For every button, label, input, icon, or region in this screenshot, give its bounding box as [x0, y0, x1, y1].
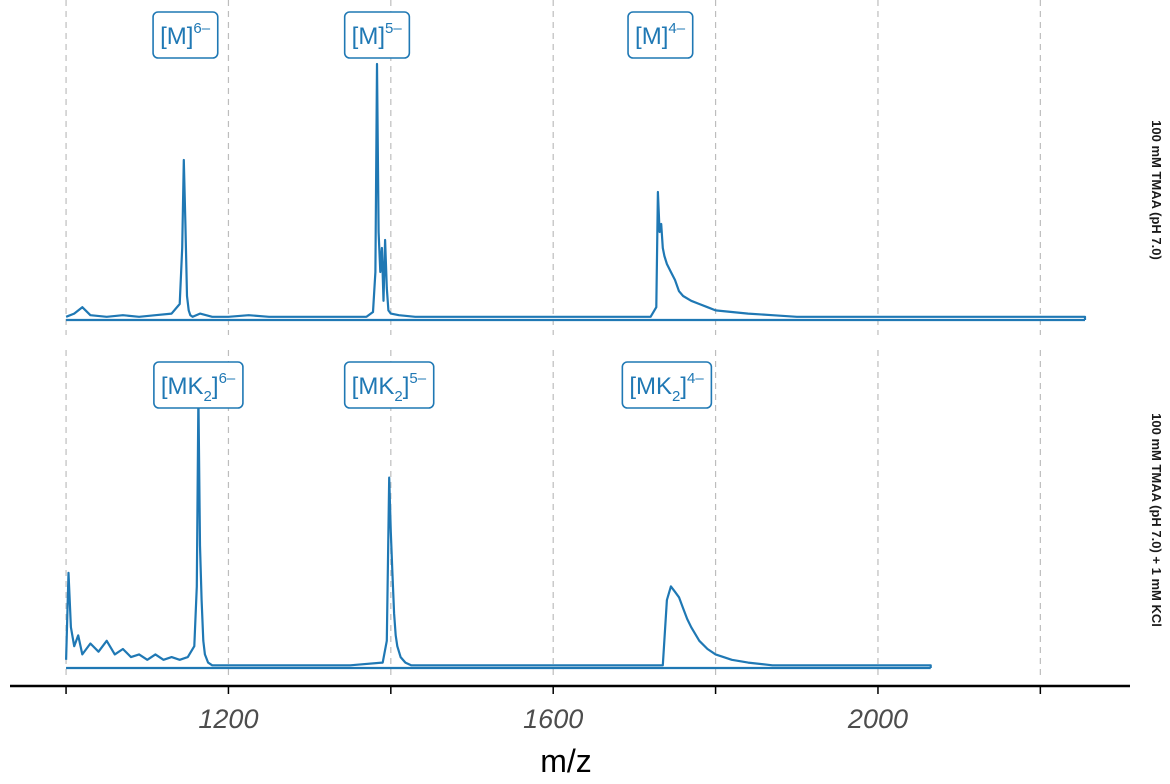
peak-label-1-2: [M]5–	[343, 11, 411, 59]
peak-label-base: [M]	[160, 23, 193, 50]
grid-lines	[65, 0, 1041, 680]
peak-label-base: [MK	[161, 373, 204, 400]
peak-label-close: ]	[403, 373, 410, 400]
peak-label-box	[343, 11, 411, 59]
x-tick-label-1200: 1200	[198, 704, 258, 734]
peak-label-superscript: 4–	[687, 370, 704, 387]
peak-label-text: [MK2]6–	[161, 370, 236, 405]
peak-label-text: [M]5–	[352, 20, 403, 50]
peak-label-2-2: [MK2]5–	[343, 361, 435, 409]
peak-label-superscript: 5–	[385, 20, 402, 37]
peak-label-text: [M]4–	[635, 20, 686, 50]
peak-label-close: ]	[212, 373, 219, 400]
peak-label-close: ]	[680, 373, 687, 400]
peak-label-box	[621, 361, 713, 409]
peak-label-base: [M]	[352, 23, 385, 50]
x-axis: 1200 1600 2000	[10, 684, 1130, 734]
peak-label-box	[152, 11, 219, 59]
facet-strip-label-2: 100 mM TMAA (pH 7.0) + 1 mM KCl	[1149, 413, 1164, 627]
peak-label-superscript: 6–	[219, 370, 236, 387]
peak-label-subscript: 2	[672, 388, 680, 405]
facet-panels: [M]6– [M]5– [M]4–100 mM TMAA (pH 7.0)[MK2]…	[65, 11, 1164, 670]
peak-label-base: [MK	[352, 373, 395, 400]
facet-panel-1: [M]6– [M]5– [M]4–100 mM TMAA (pH 7.0)	[65, 11, 1164, 322]
peak-label-subscript: 2	[204, 388, 212, 405]
peak-label-superscript: 4–	[668, 20, 685, 37]
peak-label-2-3: [MK2]4–	[621, 361, 713, 409]
facet-strip-label-1: 100 mM TMAA (pH 7.0)	[1149, 120, 1164, 260]
peak-label-base: [MK	[629, 373, 672, 400]
x-axis-title: m/z	[540, 743, 592, 779]
peak-label-superscript: 5–	[409, 370, 426, 387]
peak-label-1-3: [M]4–	[627, 11, 694, 59]
peak-label-superscript: 6–	[193, 20, 210, 37]
peak-label-box	[627, 11, 694, 59]
peak-label-text: [M]6–	[160, 20, 211, 50]
peak-label-text: [MK2]4–	[629, 370, 704, 405]
peak-label-base: [M]	[635, 23, 668, 50]
peak-label-text: [MK2]5–	[352, 370, 427, 405]
peak-label-box	[153, 361, 244, 409]
facet-panel-2: [MK2]6– [MK2]5– [MK2]4–100 mM TMAA (pH 7.0…	[65, 361, 1164, 670]
x-tick-label-1600: 1600	[523, 704, 583, 734]
peak-label-1-1: [M]6–	[152, 11, 219, 59]
x-tick-label-2000: 2000	[847, 704, 908, 734]
spectrum-trace-1	[65, 62, 1087, 320]
peak-label-2-1: [MK2]6–	[153, 361, 244, 409]
peak-label-subscript: 2	[394, 388, 402, 405]
peak-label-box	[343, 361, 435, 409]
spectrum-trace-2	[65, 394, 932, 668]
